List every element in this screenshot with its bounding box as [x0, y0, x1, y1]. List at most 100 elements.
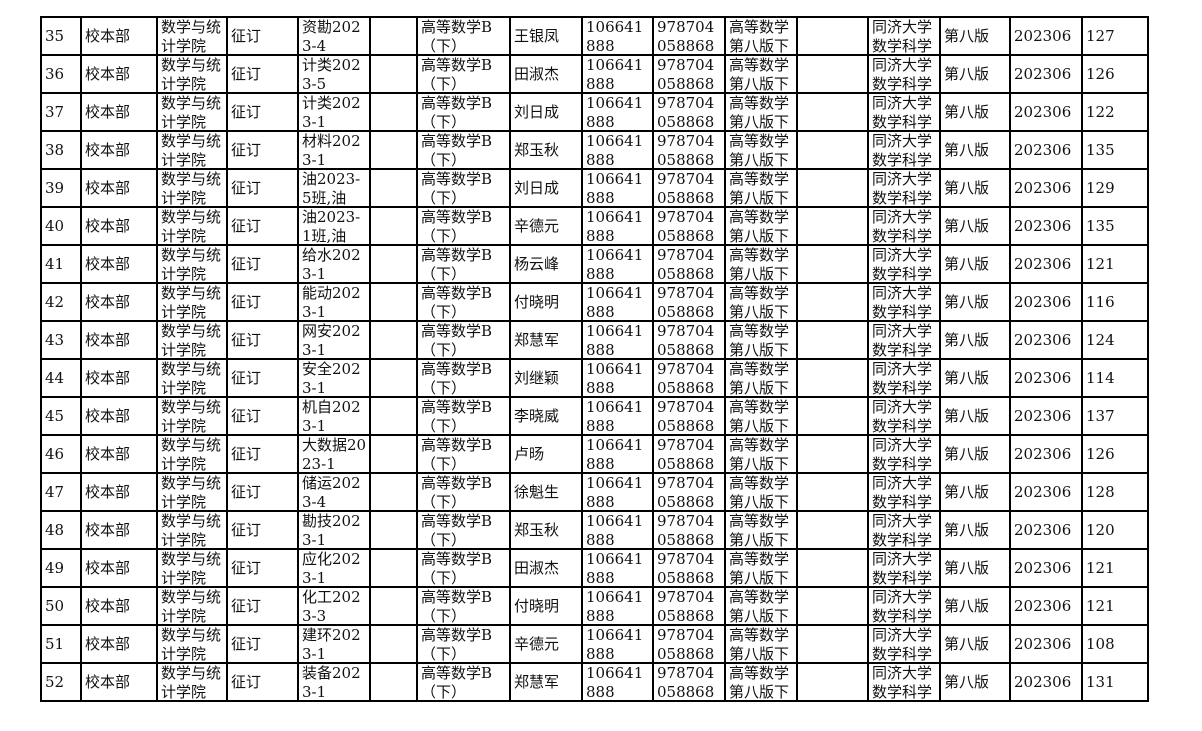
cell-order-type: 征订: [226, 586, 299, 626]
cell-isbn: 9787040588682: [652, 586, 726, 626]
edition-text: 第八版: [944, 634, 990, 653]
cell-college: 数学与统计学院: [156, 206, 228, 246]
cell-college: 数学与统计学院: [156, 282, 228, 322]
quantity-text: 124: [1086, 330, 1115, 349]
isbn-text: 9787040588682: [657, 208, 715, 244]
college-text: 数学与统计学院: [161, 664, 222, 700]
book-title-text: 高等数学第八版下: [729, 360, 790, 396]
class-text: 给水2023-1: [302, 246, 361, 282]
cell-quantity: 126: [1081, 54, 1149, 94]
cell-teacher: 徐魁生: [509, 472, 583, 512]
publisher-text: 同济大学数学科学: [872, 398, 933, 434]
cell-order-type: 征订: [226, 434, 299, 474]
order-type-text: 征订: [231, 102, 262, 121]
quantity-text: 135: [1086, 140, 1115, 159]
cell-blank2: [796, 624, 869, 664]
publisher-text: 同济大学数学科学: [872, 474, 933, 510]
cell-course: 高等数学B（下）: [416, 130, 511, 170]
cell-blank: [369, 16, 418, 56]
publisher-text: 同济大学数学科学: [872, 18, 933, 54]
cell-college: 数学与统计学院: [156, 358, 228, 398]
teacher-text: 郑玉秋: [514, 140, 560, 159]
cell-blank: [369, 548, 418, 588]
college-text: 数学与统计学院: [161, 550, 222, 586]
cell-campus: 校本部: [80, 16, 158, 56]
teacher-text: 辛德元: [514, 634, 560, 653]
term-text: 202306: [1014, 406, 1072, 425]
class-text: 机自2023-1: [302, 398, 361, 434]
college-text: 数学与统计学院: [161, 208, 222, 244]
cell-quantity: 126: [1081, 434, 1149, 474]
cell-seq: 46: [40, 434, 82, 474]
isbn-text: 9787040588682: [657, 360, 715, 396]
table-row: 49 校本部 数学与统计学院 征订 应化2023-1 高等数学B（下） 田淑杰 1066418…: [40, 548, 1149, 588]
cell-order-type: 征订: [226, 16, 299, 56]
cell-book-title: 高等数学第八版下: [724, 510, 798, 550]
cell-college: 数学与统计学院: [156, 624, 228, 664]
cell-book-title: 高等数学第八版下: [724, 472, 798, 512]
book-title-text: 高等数学第八版下: [729, 664, 790, 700]
isbn-text: 9787040588682: [657, 398, 715, 434]
order-type-text: 征订: [231, 634, 262, 653]
cell-blank2: [796, 244, 869, 284]
isbn-text: 9787040588682: [657, 436, 715, 472]
cell-blank2: [796, 396, 869, 436]
cell-publisher: 同济大学数学科学: [867, 320, 941, 360]
cell-edition: 第八版: [939, 206, 1011, 246]
class-text: 化工2023-3: [302, 588, 361, 624]
teacher-text: 王银凤: [514, 26, 560, 45]
book-title-text: 高等数学第八版下: [729, 512, 790, 548]
cell-blank: [369, 662, 418, 702]
cell-blank2: [796, 320, 869, 360]
course-text: 高等数学B（下）: [421, 284, 493, 320]
campus-text: 校本部: [85, 330, 131, 349]
term-text: 202306: [1014, 634, 1072, 653]
college-text: 数学与统计学院: [161, 512, 222, 548]
course-text: 高等数学B（下）: [421, 170, 493, 206]
code-text: 106641888: [586, 474, 644, 510]
cell-teacher: 田淑杰: [509, 548, 583, 588]
teacher-text: 刘继颖: [514, 368, 560, 387]
term-text: 202306: [1014, 216, 1072, 235]
publisher-text: 同济大学数学科学: [872, 56, 933, 92]
book-title-text: 高等数学第八版下: [729, 474, 790, 510]
cell-book-title: 高等数学第八版下: [724, 320, 798, 360]
cell-quantity: 122: [1081, 92, 1149, 132]
seq-text: 39: [45, 178, 65, 197]
term-text: 202306: [1014, 254, 1072, 273]
book-title-text: 高等数学第八版下: [729, 284, 790, 320]
college-text: 数学与统计学院: [161, 132, 222, 168]
order-type-text: 征订: [231, 406, 262, 425]
code-text: 106641888: [586, 512, 644, 548]
cell-code: 106641888: [581, 662, 654, 702]
course-text: 高等数学B（下）: [421, 322, 493, 358]
college-text: 数学与统计学院: [161, 170, 222, 206]
campus-text: 校本部: [85, 140, 131, 159]
cell-college: 数学与统计学院: [156, 168, 228, 208]
edition-text: 第八版: [944, 520, 990, 539]
term-text: 202306: [1014, 102, 1072, 121]
cell-edition: 第八版: [939, 16, 1011, 56]
cell-teacher: 郑慧军: [509, 320, 583, 360]
cell-publisher: 同济大学数学科学: [867, 624, 941, 664]
cell-blank: [369, 586, 418, 626]
edition-text: 第八版: [944, 140, 990, 159]
cell-term: 202306: [1009, 206, 1083, 246]
cell-publisher: 同济大学数学科学: [867, 168, 941, 208]
cell-order-type: 征订: [226, 244, 299, 284]
term-text: 202306: [1014, 558, 1072, 577]
order-type-text: 征订: [231, 520, 262, 539]
cell-book-title: 高等数学第八版下: [724, 624, 798, 664]
isbn-text: 9787040588682: [657, 512, 715, 548]
college-text: 数学与统计学院: [161, 284, 222, 320]
cell-edition: 第八版: [939, 548, 1011, 588]
cell-order-type: 征订: [226, 54, 299, 94]
cell-seq: 48: [40, 510, 82, 550]
cell-course: 高等数学B（下）: [416, 168, 511, 208]
cell-isbn: 9787040588682: [652, 244, 726, 284]
edition-text: 第八版: [944, 596, 990, 615]
cell-quantity: 114: [1081, 358, 1149, 398]
cell-edition: 第八版: [939, 358, 1011, 398]
edition-text: 第八版: [944, 178, 990, 197]
cell-blank2: [796, 510, 869, 550]
